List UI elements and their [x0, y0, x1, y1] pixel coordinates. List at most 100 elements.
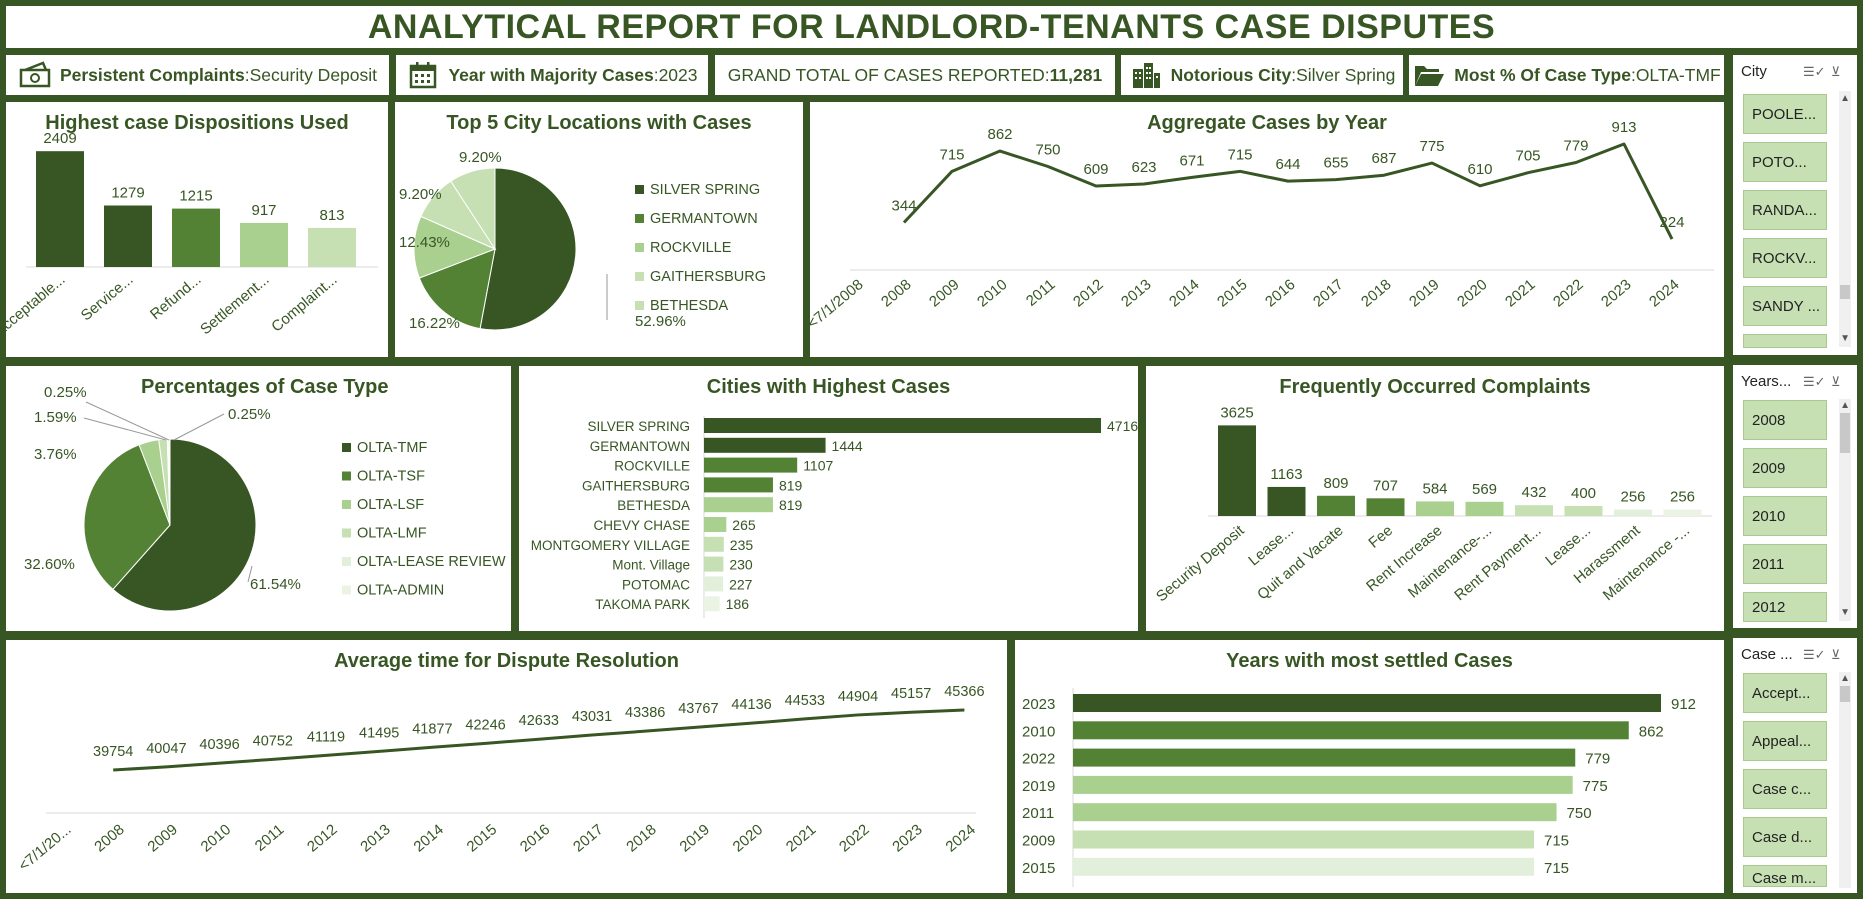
- slicer-item[interactable]: 2008: [1743, 400, 1827, 440]
- clear-filter-icon[interactable]: ⊻: [1831, 647, 1841, 662]
- panel-avg-time: Average time for Dispute Resolution 3975…: [6, 640, 1007, 893]
- kpi-value: 2023: [658, 64, 698, 85]
- slicer-item[interactable]: 2009: [1743, 448, 1827, 488]
- slicer-scrollbar[interactable]: [1839, 399, 1851, 621]
- bar: [1267, 486, 1306, 516]
- slicer-item[interactable]: Case c...: [1743, 769, 1827, 809]
- chart-title: Aggregate Cases by Year: [1147, 112, 1387, 134]
- kpi-notorious-city: Notorious City: Silver Spring: [1121, 55, 1403, 95]
- slicer-scrollbar[interactable]: [1839, 91, 1851, 347]
- data-label: 819: [779, 497, 803, 513]
- dispositions-chart: 2409 Acceptable... 1279 Service... 1215 Refun…: [6, 130, 378, 340]
- tick-label: 2023: [1022, 696, 1055, 713]
- bar: [704, 596, 720, 612]
- data-label: 655: [1323, 155, 1348, 172]
- data-label: 61.54%: [250, 576, 301, 593]
- tick-label: 2021: [1502, 276, 1538, 310]
- slicer-item[interactable]: POOLE...: [1743, 94, 1827, 134]
- bar: [1073, 857, 1534, 876]
- slicer-item[interactable]: Accept...: [1743, 673, 1827, 713]
- multi-select-icon[interactable]: ☰✓: [1803, 647, 1826, 662]
- scrollbar-thumb[interactable]: [1840, 413, 1850, 453]
- data-label: 750: [1035, 142, 1060, 159]
- tick-label: 2020: [1454, 276, 1490, 310]
- scroll-down-icon[interactable]: ▼: [1840, 607, 1850, 618]
- kpi-label: GRAND TOTAL OF CASES REPORTED: [727, 64, 1045, 85]
- slicer-title: City: [1741, 63, 1767, 80]
- data-label: 12.43%: [399, 234, 450, 251]
- data-label: 432: [1521, 484, 1546, 501]
- pie-slice: [479, 167, 577, 331]
- scroll-up-icon[interactable]: ▲: [1840, 400, 1850, 411]
- cases-by-year-chart: 344 715 862 750 609 623 671 715 644 655 687 775 610 7…: [810, 119, 1714, 332]
- slicer-item[interactable]: Appeal...: [1743, 721, 1827, 761]
- chart-title: Highest case Dispositions Used: [45, 112, 349, 134]
- tick-label: Complaint...: [268, 271, 340, 335]
- legend-swatch: [342, 500, 351, 509]
- clear-filter-icon[interactable]: ⊻: [1831, 374, 1841, 389]
- panel-complaints: Frequently Occurred Complaints 3625 Secur…: [1146, 366, 1724, 631]
- kpi-label: Most % Of Case Type: [1454, 64, 1631, 85]
- pie-slice: [168, 438, 171, 526]
- tick-label: <7/1/2008: [810, 276, 867, 332]
- data-label: 813: [319, 207, 344, 224]
- legend-swatch: [342, 528, 351, 538]
- slicer-scrollbar[interactable]: [1839, 672, 1851, 888]
- data-label: 256: [1620, 489, 1645, 506]
- legend-entry: GERMANTOWN: [650, 211, 758, 227]
- case-type-chart: 61.54% 32.60% 3.76% 1.59% 0.25% 0.25% OLTA-TMF…: [24, 384, 506, 612]
- data-label: 41877: [412, 721, 452, 737]
- slicer-item[interactable]: 2011: [1743, 544, 1827, 584]
- tick-label: 2008: [878, 276, 914, 310]
- slicer-item[interactable]: Case d...: [1743, 817, 1827, 857]
- data-label: 43386: [625, 705, 665, 721]
- scroll-down-icon[interactable]: ▼: [1840, 333, 1850, 344]
- data-label: 705: [1515, 148, 1540, 165]
- bar: [240, 222, 288, 267]
- data-label: 715: [939, 146, 964, 163]
- clear-filter-icon[interactable]: ⊻: [1831, 64, 1841, 79]
- slicer-item[interactable]: POTO...: [1743, 142, 1827, 182]
- bar: [1073, 721, 1629, 740]
- slicer-item[interactable]: ROCKV...: [1743, 238, 1827, 278]
- scrollbar-thumb[interactable]: [1840, 686, 1850, 702]
- leader-line: [85, 401, 170, 441]
- series-line: [902, 142, 1674, 240]
- slicer-item[interactable]: Case m...: [1743, 865, 1827, 887]
- data-label: 917: [251, 202, 276, 219]
- series-line: [113, 708, 965, 772]
- slicer-item[interactable]: 2012: [1743, 592, 1827, 622]
- bar: [1515, 505, 1553, 516]
- legend-entry: OLTA-LMF: [357, 526, 427, 542]
- avg-time-chart: 39754 40047 40396 40752 41119 41495 41877 42246…: [15, 684, 984, 875]
- data-label: 775: [1419, 138, 1444, 155]
- data-label: 41119: [307, 729, 345, 745]
- multi-select-icon[interactable]: ☰✓: [1803, 64, 1826, 79]
- scroll-up-icon[interactable]: ▲: [1840, 93, 1850, 104]
- data-label: 913: [1611, 119, 1636, 136]
- tick-label: 2014: [1166, 276, 1202, 310]
- bar: [1073, 803, 1557, 822]
- scrollbar-thumb[interactable]: [1840, 285, 1850, 299]
- data-label: 400: [1571, 485, 1596, 502]
- tick-label: 2022: [836, 821, 872, 855]
- pie-slice: [83, 444, 171, 591]
- slicer-item[interactable]: SANDY ...: [1743, 286, 1827, 326]
- slicer-item-partial[interactable]: [1743, 334, 1827, 348]
- data-label: 3625: [1220, 404, 1253, 421]
- kpi-case-type: Most % Of Case Type: OLTA-TMF: [1409, 55, 1724, 95]
- data-label: 584: [1422, 480, 1447, 497]
- tick-label: 2010: [1022, 723, 1055, 740]
- tick-label: 2021: [783, 821, 819, 855]
- multi-select-icon[interactable]: ☰✓: [1803, 374, 1826, 389]
- data-label: 4716: [1107, 418, 1138, 434]
- calendar-icon: [406, 60, 440, 90]
- legend-entry: GAITHERSBURG: [650, 269, 766, 285]
- scroll-up-icon[interactable]: ▲: [1840, 673, 1850, 684]
- bar: [36, 151, 84, 267]
- legend-entry: OLTA-LEASE REVIEW: [357, 554, 506, 570]
- slicer-item[interactable]: RANDA...: [1743, 190, 1827, 230]
- slicer-item[interactable]: 2010: [1743, 496, 1827, 536]
- bar: [704, 497, 773, 513]
- kpi-label: Notorious City: [1170, 64, 1292, 85]
